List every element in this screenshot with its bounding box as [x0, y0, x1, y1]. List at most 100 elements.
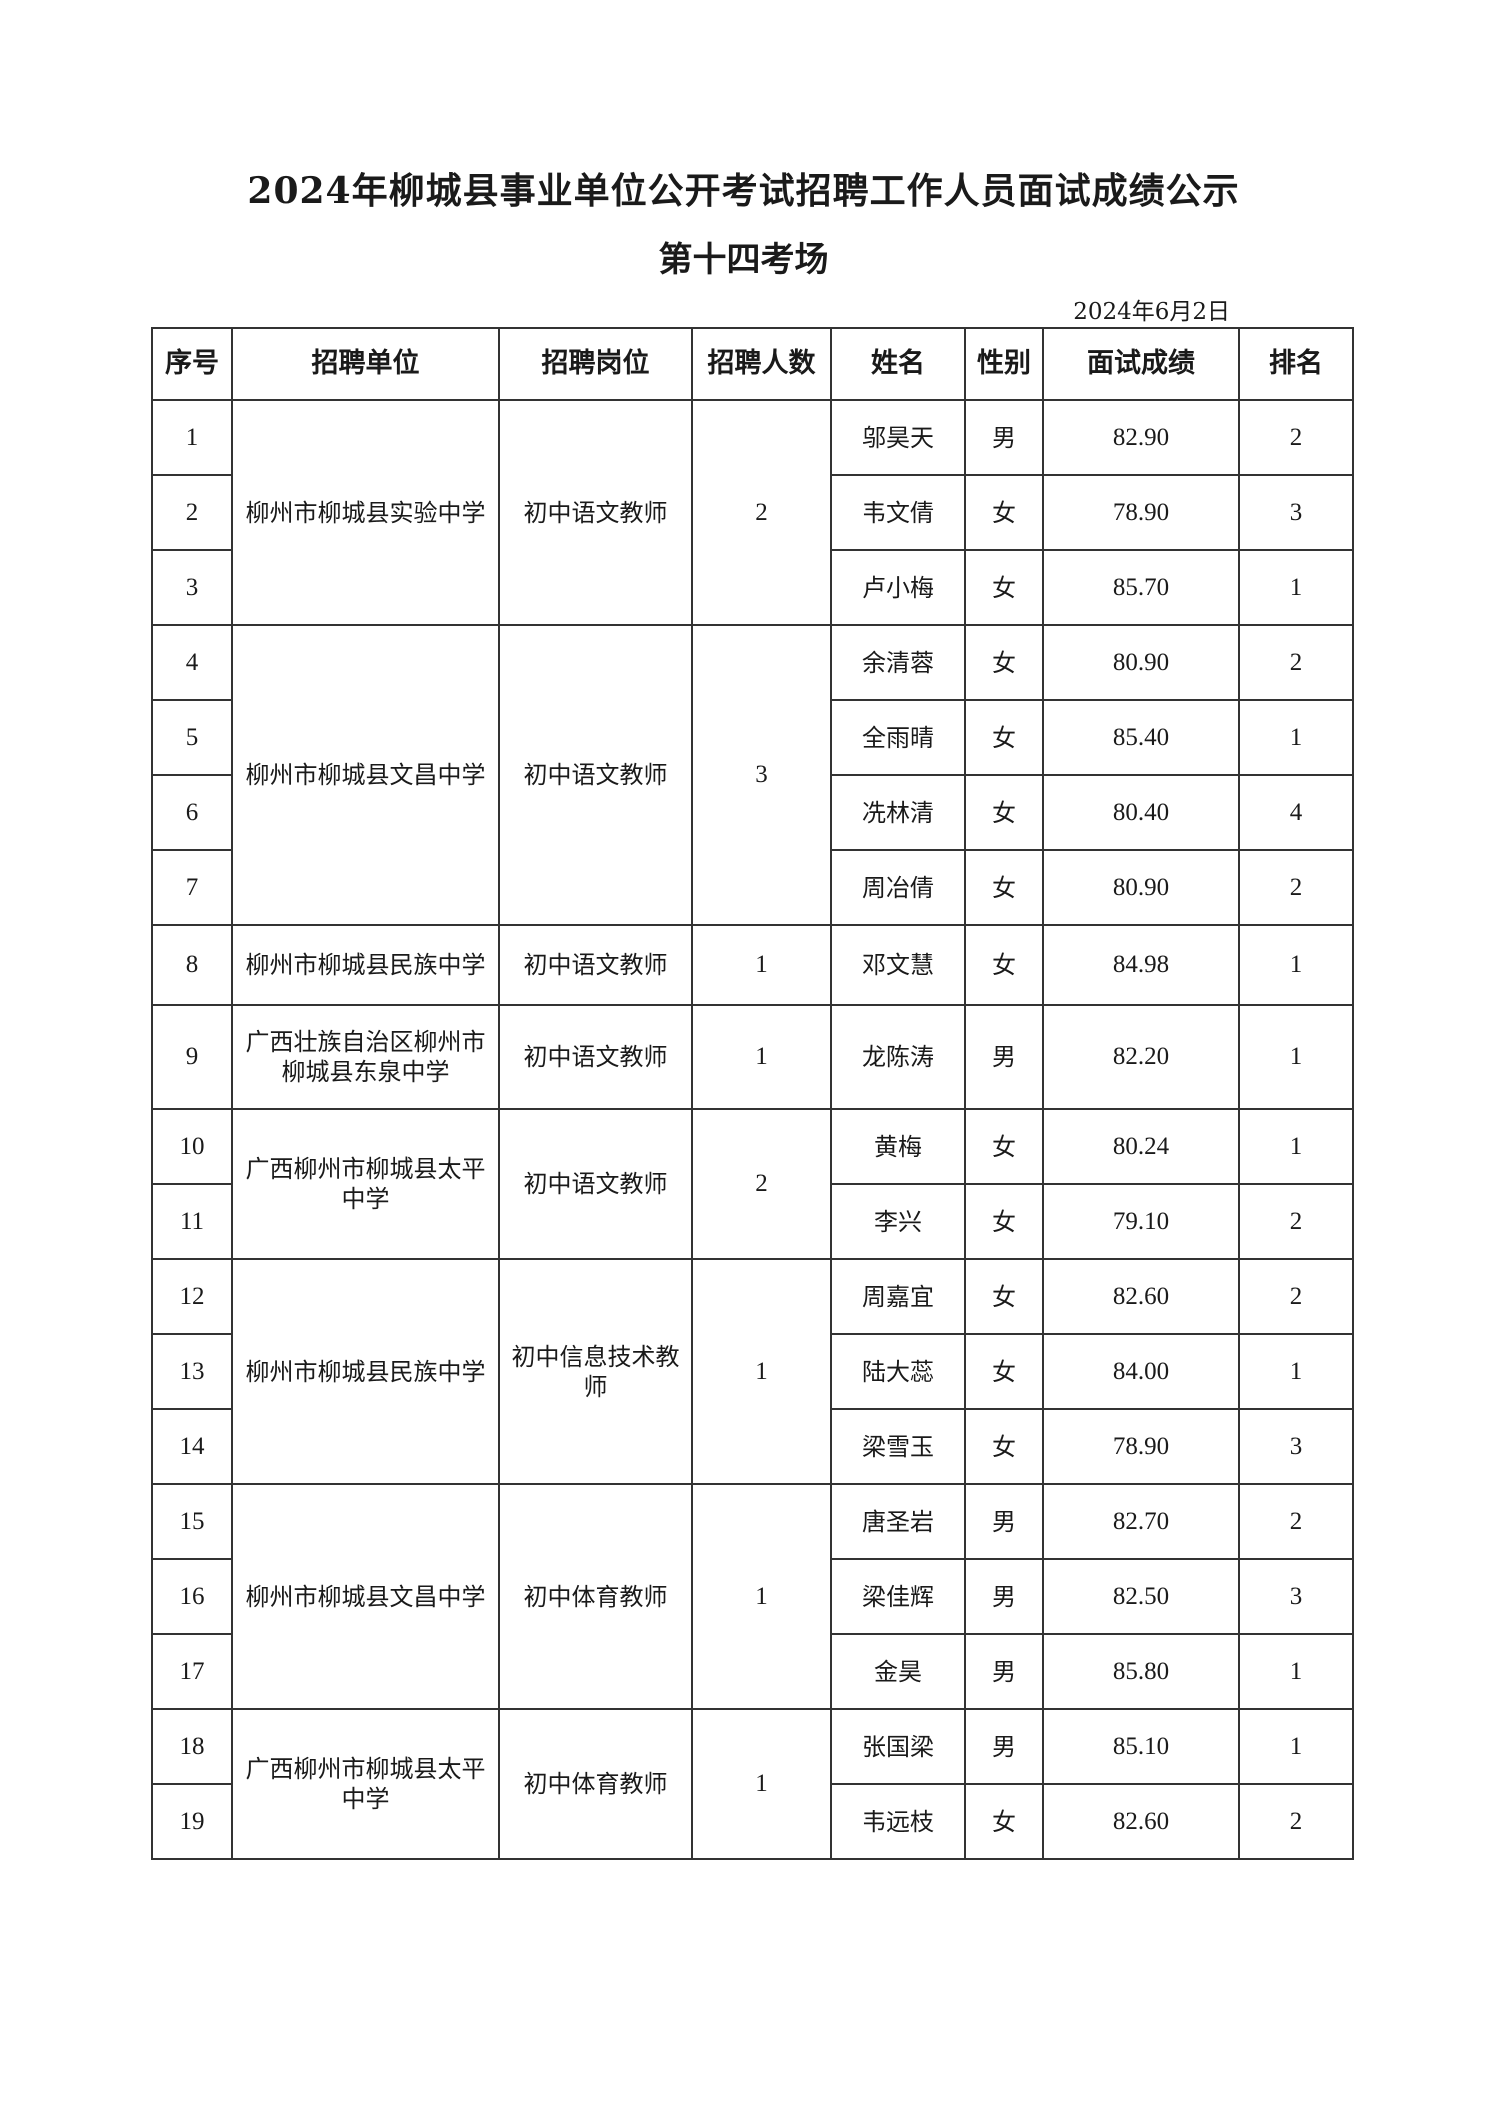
cell-name: 邓文慧 [830, 924, 966, 1006]
table-row: 12 柳州市柳城县民族中学 初中信息技术教师 1 周嘉宜女 82.60 2 [151, 1258, 1354, 1485]
cell-no: 16 [151, 1558, 233, 1635]
cell-name: 韦文倩 [830, 474, 966, 551]
header-post: 招聘岗位 [498, 327, 693, 401]
cell-gender: 女 [964, 549, 1044, 626]
table-row: 10 广西柳州市柳城县太平中学 初中语文教师 2 黄梅女 80.24 1 [151, 1108, 1354, 1260]
cell-post: 初中语文教师 [498, 924, 693, 1006]
cell-rank: 2 [1238, 624, 1354, 701]
cell-rank: 2 [1238, 399, 1354, 476]
header-count: 招聘人数 [691, 327, 832, 401]
cell-count: 1 [691, 924, 832, 1006]
cell-gender: 男 [964, 1708, 1044, 1785]
cell-post: 初中体育教师 [498, 1483, 693, 1710]
header-rank: 排名 [1238, 327, 1354, 401]
cell-rank: 1 [1238, 924, 1354, 1006]
cell-rank: 1 [1238, 1708, 1354, 1785]
cell-name: 唐圣岩 [830, 1483, 966, 1560]
cell-no: 19 [151, 1783, 233, 1860]
cell-gender: 男 [964, 1004, 1044, 1110]
cell-no: 11 [151, 1183, 233, 1260]
cell-score: 84.00 [1042, 1333, 1240, 1410]
cell-post: 初中语文教师 [498, 624, 693, 926]
cell-name: 韦远枝 [830, 1783, 966, 1860]
publish-date: 2024年6月2日 [1073, 299, 1230, 325]
header-gender: 性别 [964, 327, 1044, 401]
cell-gender: 男 [964, 399, 1044, 476]
cell-unit: 柳州市柳城县文昌中学 [231, 624, 500, 926]
cell-no: 1 [151, 399, 233, 476]
cell-score: 84.98 [1042, 924, 1240, 1006]
cell-unit: 柳州市柳城县民族中学 [231, 1258, 500, 1485]
cell-rank: 2 [1238, 1783, 1354, 1860]
cell-post: 初中语文教师 [498, 1004, 693, 1110]
document-title: 2024年柳城县事业单位公开考试招聘工作人员面试成绩公示 [247, 170, 1240, 212]
cell-gender: 女 [964, 774, 1044, 851]
cell-score: 80.90 [1042, 849, 1240, 926]
cell-count: 1 [691, 1004, 832, 1110]
cell-count: 2 [691, 399, 832, 626]
cell-gender: 女 [964, 1408, 1044, 1485]
cell-gender: 女 [964, 1108, 1044, 1185]
cell-rank: 1 [1238, 1333, 1354, 1410]
cell-score: 80.24 [1042, 1108, 1240, 1185]
cell-name: 周冶倩 [830, 849, 966, 926]
table-row: 2 韦文倩女 78.90 3 [151, 474, 1354, 551]
cell-unit: 广西柳州市柳城县太平中学 [231, 1108, 500, 1260]
cell-gender: 女 [964, 924, 1044, 1006]
cell-name: 冼林清 [830, 774, 966, 851]
cell-no: 2 [151, 474, 233, 551]
cell-score: 82.60 [1042, 1783, 1240, 1860]
header-no: 序号 [151, 327, 233, 401]
cell-gender: 女 [964, 1258, 1044, 1335]
table-row: 3 卢小梅女 85.70 1 [151, 549, 1354, 626]
cell-count: 3 [691, 624, 832, 926]
cell-gender: 男 [964, 1483, 1044, 1560]
cell-no: 14 [151, 1408, 233, 1485]
cell-name: 金昊 [830, 1633, 966, 1710]
cell-gender: 女 [964, 474, 1044, 551]
table-row: 16 梁佳辉男 82.50 3 [151, 1558, 1354, 1635]
cell-score: 82.60 [1042, 1258, 1240, 1335]
table-header-row: 序号 招聘单位 招聘岗位 招聘人数 姓名 性别 面试成绩 排名 [151, 327, 1354, 401]
cell-rank: 1 [1238, 1633, 1354, 1710]
cell-unit: 柳州市柳城县文昌中学 [231, 1483, 500, 1710]
cell-gender: 男 [964, 1558, 1044, 1635]
exam-room-subtitle: 第十四考场 [658, 240, 829, 280]
cell-gender: 女 [964, 699, 1044, 776]
table-row: 15 柳州市柳城县文昌中学 初中体育教师 1 唐圣岩男 82.70 2 [151, 1483, 1354, 1710]
cell-no: 8 [151, 924, 233, 1006]
table-row: 18 广西柳州市柳城县太平中学 初中体育教师 1 张国梁男 85.10 1 [151, 1708, 1354, 1860]
cell-no: 9 [151, 1004, 233, 1110]
cell-rank: 3 [1238, 474, 1354, 551]
table-row: 4 柳州市柳城县文昌中学 初中语文教师 3 余清蓉女 80.90 2 [151, 624, 1354, 926]
cell-name: 龙陈涛 [830, 1004, 966, 1110]
table-row: 13 陆大蕊女 84.00 1 [151, 1333, 1354, 1410]
cell-unit: 柳州市柳城县实验中学 [231, 399, 500, 626]
cell-no: 4 [151, 624, 233, 701]
cell-rank: 1 [1238, 1108, 1354, 1185]
table-row: 9 广西壮族自治区柳州市柳城县东泉中学 初中语文教师 1 龙陈涛男 82.20 1 [151, 1004, 1354, 1110]
cell-score: 85.10 [1042, 1708, 1240, 1785]
cell-post: 初中体育教师 [498, 1708, 693, 1860]
cell-score: 78.90 [1042, 474, 1240, 551]
table-row: 19 韦远枝女 82.60 2 [151, 1783, 1354, 1860]
cell-name: 李兴 [830, 1183, 966, 1260]
cell-score: 82.20 [1042, 1004, 1240, 1110]
cell-name: 邬昊天 [830, 399, 966, 476]
cell-name: 黄梅 [830, 1108, 966, 1185]
interview-score-table: 序号 招聘单位 招聘岗位 招聘人数 姓名 性别 面试成绩 排名 1 柳州市柳城县实… [151, 327, 1354, 1860]
cell-count: 1 [691, 1258, 832, 1485]
cell-name: 张国梁 [830, 1708, 966, 1785]
cell-rank: 2 [1238, 1258, 1354, 1335]
cell-name: 梁佳辉 [830, 1558, 966, 1635]
cell-unit: 柳州市柳城县民族中学 [231, 924, 500, 1006]
cell-no: 15 [151, 1483, 233, 1560]
cell-name: 陆大蕊 [830, 1333, 966, 1410]
cell-no: 3 [151, 549, 233, 626]
table-row: 14 梁雪玉女 78.90 3 [151, 1408, 1354, 1485]
cell-no: 17 [151, 1633, 233, 1710]
cell-score: 82.50 [1042, 1558, 1240, 1635]
cell-unit: 广西壮族自治区柳州市柳城县东泉中学 [231, 1004, 500, 1110]
cell-rank: 2 [1238, 1183, 1354, 1260]
table-row: 5 全雨晴女 85.40 1 [151, 699, 1354, 776]
